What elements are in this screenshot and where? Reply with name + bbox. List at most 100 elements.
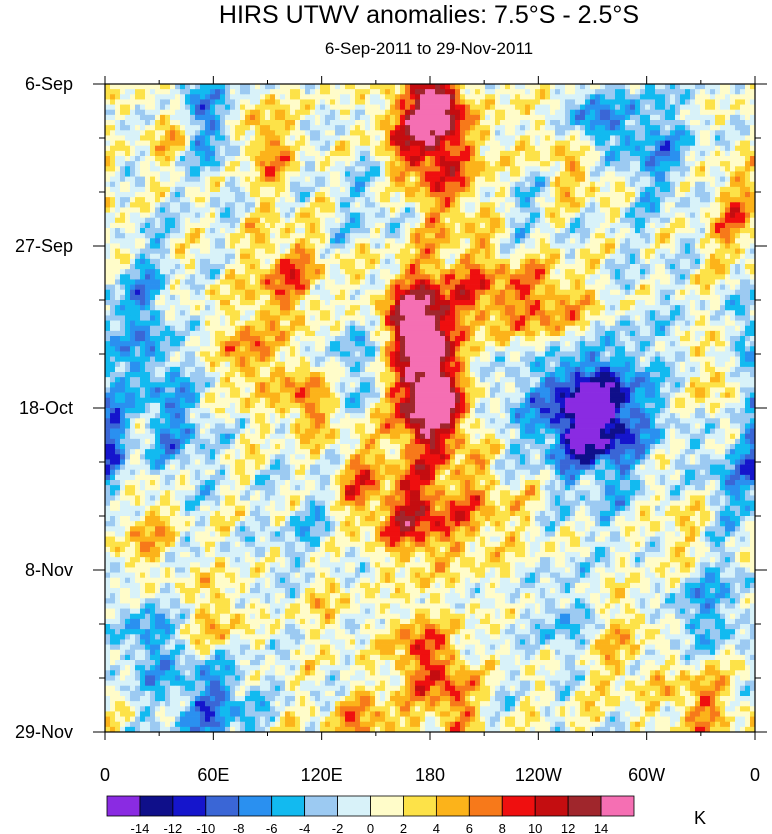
- heatmap-cell: [665, 228, 671, 234]
- heatmap-cell: [170, 104, 176, 111]
- heatmap-cell: [120, 243, 126, 249]
- heatmap-cell: [285, 161, 291, 167]
- heatmap-cell: [225, 145, 231, 152]
- heatmap-cell: [745, 120, 751, 126]
- heatmap-cell: [205, 238, 211, 244]
- heatmap-cell: [255, 99, 261, 105]
- heatmap-cell: [395, 197, 401, 203]
- heatmap-cell: [215, 202, 221, 208]
- heatmap-cell: [725, 145, 731, 152]
- heatmap-cell: [560, 109, 566, 116]
- heatmap-cell: [465, 176, 471, 183]
- heatmap-cell: [535, 161, 541, 167]
- heatmap-cell: [275, 238, 281, 244]
- heatmap-cell: [555, 233, 561, 239]
- heatmap-cell: [305, 145, 311, 152]
- heatmap-cell: [305, 130, 311, 136]
- heatmap-cell: [475, 125, 481, 131]
- heatmap-cell: [410, 258, 416, 265]
- heatmap-cell: [105, 274, 111, 280]
- heatmap-cell: [530, 274, 536, 280]
- heatmap-cell: [335, 145, 341, 152]
- heatmap-cell: [545, 84, 551, 90]
- heatmap-cell: [180, 186, 186, 193]
- heatmap-cell: [340, 104, 346, 111]
- heatmap-cell: [410, 104, 416, 111]
- heatmap-cell: [435, 197, 441, 203]
- heatmap-cell: [425, 114, 431, 121]
- heatmap-cell: [725, 94, 731, 100]
- heatmap-cell: [570, 186, 576, 193]
- heatmap-cell: [240, 243, 246, 249]
- heatmap-cell: [300, 181, 306, 188]
- heatmap-cell: [185, 161, 191, 167]
- heatmap-cell: [645, 207, 651, 213]
- heatmap-cell: [135, 104, 141, 111]
- heatmap-cell: [245, 94, 251, 100]
- heatmap-cell: [380, 104, 386, 111]
- heatmap-cell: [310, 171, 316, 177]
- heatmap-cell: [355, 94, 361, 100]
- heatmap-cell: [410, 181, 416, 188]
- heatmap-cell: [295, 274, 301, 280]
- heatmap-cell: [205, 222, 211, 229]
- heatmap-cell: [705, 104, 711, 111]
- heatmap-cell: [510, 233, 516, 239]
- heatmap-cell: [315, 212, 321, 219]
- heatmap-cell: [370, 243, 376, 249]
- heatmap-cell: [235, 140, 241, 147]
- heatmap-cell: [450, 192, 456, 198]
- heatmap-cell: [140, 161, 146, 167]
- heatmap-cell: [255, 279, 261, 285]
- heatmap-cell: [625, 109, 631, 116]
- heatmap-cell: [140, 233, 146, 239]
- heatmap-cell: [610, 109, 616, 116]
- heatmap-cell: [235, 222, 241, 229]
- heatmap-cell: [495, 207, 501, 213]
- heatmap-cell: [655, 94, 661, 100]
- heatmap-cell: [450, 150, 456, 157]
- heatmap-cell: [720, 212, 726, 219]
- heatmap-cell: [120, 114, 126, 121]
- heatmap-cell: [440, 222, 446, 229]
- heatmap-cell: [395, 248, 401, 255]
- heatmap-cell: [750, 228, 756, 234]
- heatmap-cell: [345, 125, 351, 131]
- heatmap-cell: [390, 222, 396, 229]
- heatmap-cell: [710, 176, 716, 183]
- heatmap-cell: [745, 217, 751, 224]
- heatmap-cell: [160, 161, 166, 167]
- heatmap-cell: [710, 161, 716, 167]
- heatmap-cell: [600, 186, 606, 193]
- heatmap-cell: [130, 171, 136, 177]
- heatmap-cell: [455, 186, 461, 193]
- heatmap-cell: [185, 89, 191, 95]
- heatmap-cell: [145, 94, 151, 100]
- heatmap-cell: [695, 243, 701, 249]
- heatmap-cell: [150, 171, 156, 177]
- heatmap-cell: [740, 140, 746, 147]
- heatmap-cell: [745, 228, 751, 234]
- heatmap-cell: [345, 279, 351, 285]
- heatmap-cell: [725, 99, 731, 105]
- heatmap-cell: [645, 197, 651, 203]
- heatmap-cell: [740, 248, 746, 255]
- heatmap-cell: [440, 125, 446, 131]
- heatmap-cell: [175, 130, 181, 136]
- heatmap-cell: [355, 243, 361, 249]
- heatmap-cell: [640, 207, 646, 213]
- heatmap-cell: [610, 135, 616, 141]
- heatmap-cell: [735, 140, 741, 147]
- heatmap-cell: [275, 248, 281, 255]
- heatmap-cell: [680, 264, 686, 270]
- heatmap-cell: [140, 94, 146, 100]
- heatmap-cell: [500, 140, 506, 147]
- heatmap-cell: [390, 120, 396, 126]
- heatmap-cell: [405, 84, 411, 90]
- heatmap-cell: [630, 99, 636, 105]
- heatmap-cell: [720, 94, 726, 100]
- heatmap-cell: [540, 207, 546, 213]
- heatmap-cell: [420, 94, 426, 100]
- heatmap-cell: [225, 140, 231, 147]
- heatmap-cell: [370, 125, 376, 131]
